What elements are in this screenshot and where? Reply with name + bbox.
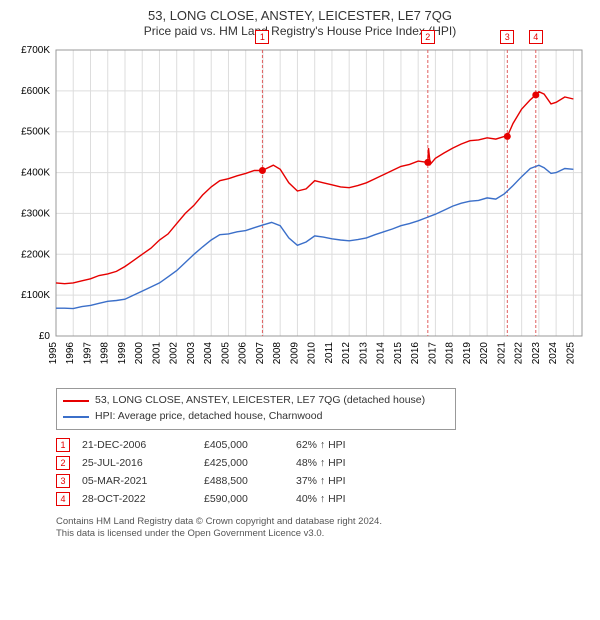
x-tick-label: 2003 [186, 342, 197, 365]
sale-marker-dot [504, 133, 511, 140]
transaction-date: 05-MAR-2021 [82, 475, 192, 487]
chart-svg: £0 £100K £200K £300K £400K £500K £600K £700K 199… [10, 42, 590, 382]
x-tick-label: 2009 [289, 342, 300, 365]
transaction-marker: 4 [56, 492, 70, 506]
transactions-table: 1 21-DEC-2006 £405,000 62% ↑ HPI 2 25-JUL-201… [56, 438, 590, 506]
x-tick-label: 2015 [393, 342, 404, 365]
x-tick-label: 2018 [445, 342, 456, 365]
x-tick-label: 2010 [307, 342, 318, 365]
chart-title: 53, LONG CLOSE, ANSTEY, LEICESTER, LE7 7… [10, 8, 590, 23]
transaction-marker: 1 [56, 438, 70, 452]
transaction-row: 2 25-JUL-2016 £425,000 48% ↑ HPI [56, 456, 590, 470]
sale-marker-dot [424, 159, 431, 166]
footer-attribution: Contains HM Land Registry data © Crown c… [56, 516, 590, 542]
x-tick-label: 2019 [462, 342, 473, 365]
sale-marker-dot [532, 91, 539, 98]
y-tick-label: £700K [21, 45, 50, 56]
sale-marker-label: 3 [500, 30, 514, 44]
x-tick-label: 2020 [479, 342, 490, 365]
y-tick-label: £500K [21, 127, 50, 138]
x-tick-label: 2016 [410, 342, 421, 365]
sale-marker-label: 4 [529, 30, 543, 44]
price-chart: £0 £100K £200K £300K £400K £500K £600K £700K 199… [10, 42, 590, 382]
x-tick-label: 2023 [531, 342, 542, 365]
x-tick-label: 2022 [514, 342, 525, 365]
transaction-date: 21-DEC-2006 [82, 439, 192, 451]
x-tick-label: 1999 [117, 342, 128, 365]
plot-bg [56, 50, 582, 336]
x-tick-label: 2008 [272, 342, 283, 365]
legend-label: 53, LONG CLOSE, ANSTEY, LEICESTER, LE7 7… [95, 393, 425, 409]
sale-marker-dot [259, 167, 266, 174]
sale-marker-label: 2 [421, 30, 435, 44]
y-tick-label: £0 [39, 331, 51, 342]
x-tick-label: 2021 [496, 342, 507, 365]
transaction-price: £425,000 [204, 457, 284, 469]
sale-marker-label: 1 [255, 30, 269, 44]
transaction-price: £405,000 [204, 439, 284, 451]
footer-line-2: This data is licensed under the Open Gov… [56, 528, 590, 541]
legend-swatch [63, 416, 89, 418]
footer-line-1: Contains HM Land Registry data © Crown c… [56, 516, 590, 529]
transaction-date: 28-OCT-2022 [82, 493, 192, 505]
y-tick-label: £200K [21, 249, 50, 260]
transaction-row: 1 21-DEC-2006 £405,000 62% ↑ HPI [56, 438, 590, 452]
transaction-pct: 62% ↑ HPI [296, 439, 396, 451]
x-tick-label: 2004 [203, 342, 214, 365]
x-tick-label: 2017 [427, 342, 438, 365]
x-tick-label: 2005 [220, 342, 231, 365]
legend: 53, LONG CLOSE, ANSTEY, LEICESTER, LE7 7… [56, 388, 456, 430]
x-tick-label: 1997 [82, 342, 93, 365]
x-tick-label: 2006 [238, 342, 249, 365]
transaction-price: £488,500 [204, 475, 284, 487]
x-tick-label: 1998 [100, 342, 111, 365]
x-tick-label: 2001 [151, 342, 162, 365]
y-tick-label: £100K [21, 290, 50, 301]
legend-label: HPI: Average price, detached house, Char… [95, 409, 322, 425]
legend-item: HPI: Average price, detached house, Char… [63, 409, 449, 425]
transaction-date: 25-JUL-2016 [82, 457, 192, 469]
transaction-pct: 40% ↑ HPI [296, 493, 396, 505]
transaction-pct: 37% ↑ HPI [296, 475, 396, 487]
transaction-marker: 2 [56, 456, 70, 470]
x-tick-label: 1995 [48, 342, 59, 365]
x-tick-label: 2012 [341, 342, 352, 365]
legend-swatch [63, 400, 89, 402]
y-tick-label: £300K [21, 208, 50, 219]
x-tick-label: 2013 [358, 342, 369, 365]
y-tick-label: £600K [21, 86, 50, 97]
x-tick-label: 2000 [134, 342, 145, 365]
transaction-row: 3 05-MAR-2021 £488,500 37% ↑ HPI [56, 474, 590, 488]
x-tick-label: 2011 [324, 342, 335, 364]
x-tick-label: 1996 [65, 342, 76, 365]
x-tick-label: 2014 [376, 342, 387, 365]
transaction-pct: 48% ↑ HPI [296, 457, 396, 469]
y-tick-label: £400K [21, 168, 50, 179]
x-tick-label: 2025 [565, 342, 576, 365]
legend-item: 53, LONG CLOSE, ANSTEY, LEICESTER, LE7 7… [63, 393, 449, 409]
transaction-row: 4 28-OCT-2022 £590,000 40% ↑ HPI [56, 492, 590, 506]
transaction-price: £590,000 [204, 493, 284, 505]
transaction-marker: 3 [56, 474, 70, 488]
x-tick-label: 2007 [255, 342, 266, 365]
x-tick-label: 2024 [548, 342, 559, 365]
x-tick-label: 2002 [169, 342, 180, 365]
